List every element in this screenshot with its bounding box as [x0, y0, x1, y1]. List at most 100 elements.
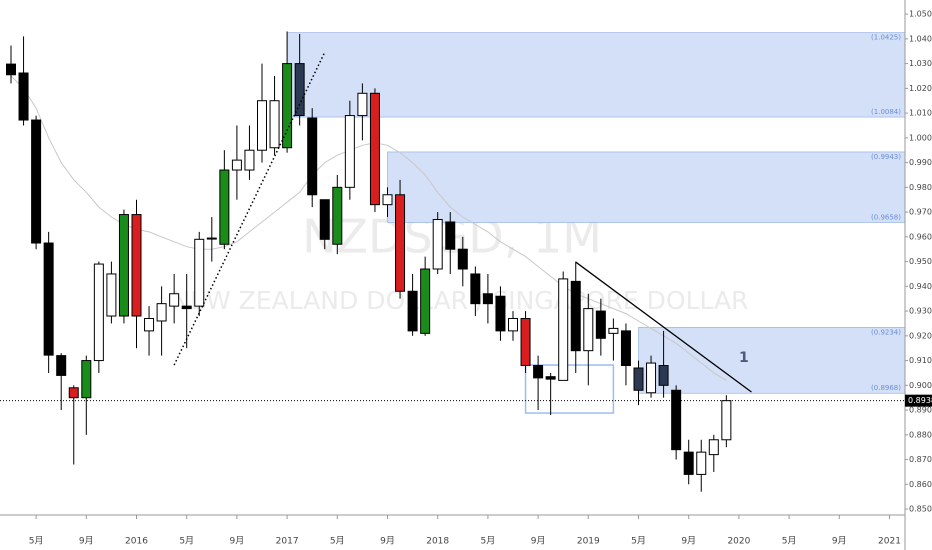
candle-body	[407, 290, 418, 332]
y-tick-label: 0.8500	[909, 505, 932, 514]
candle-body	[608, 327, 619, 334]
candle-body	[194, 238, 205, 307]
box	[524, 364, 615, 414]
x-tick-label: 2021	[878, 537, 901, 547]
moving-average	[10, 75, 727, 381]
candle-body	[671, 389, 682, 451]
candle-body	[31, 119, 42, 244]
candle-body	[595, 310, 606, 339]
candle-body	[432, 219, 443, 270]
candle-body	[118, 214, 129, 317]
y-tick-label: 1.0500	[909, 10, 932, 19]
candle-body	[244, 149, 255, 171]
candle-body	[206, 237, 217, 240]
candle-body	[495, 295, 506, 332]
zone-label: (1.0425)	[871, 34, 901, 42]
zone-label: (0.9234)	[871, 328, 901, 336]
candle-body	[169, 293, 180, 307]
candle-body	[658, 365, 669, 386]
candle-body	[43, 242, 54, 356]
x-tick-label: 9月	[681, 536, 696, 547]
x-tick-label: 2020	[727, 537, 750, 547]
candle-body	[395, 194, 406, 292]
candle-body	[68, 387, 79, 399]
candle-body	[457, 248, 468, 270]
x-tick-label: 5月	[330, 536, 345, 547]
candle-body	[470, 273, 481, 305]
candle-body	[144, 318, 155, 332]
y-tick-label: 1.0200	[909, 84, 932, 93]
zone	[286, 32, 906, 118]
candle-body	[570, 280, 581, 352]
candle-body	[181, 305, 192, 310]
candle-body	[696, 451, 707, 475]
x-tick-label: 5月	[29, 536, 44, 547]
candle-body	[683, 451, 694, 475]
x-tick-label: 9月	[531, 536, 546, 547]
candle-body	[81, 360, 92, 399]
x-tick-label: 9月	[380, 536, 395, 547]
x-tick-label: 2017	[276, 537, 299, 547]
candle-body	[508, 318, 518, 332]
candle-body	[420, 268, 431, 334]
x-tick-label: 5月	[782, 536, 797, 547]
trendline	[575, 261, 752, 393]
annotation: 1	[739, 350, 749, 366]
watermark-subtitle: NEW ZEALAND DOLLAR / SINGAPORE DOLLAR	[172, 286, 749, 315]
zone	[638, 327, 906, 394]
candle-body	[294, 63, 305, 117]
zone-label: (1.0084)	[871, 108, 901, 116]
candle-body	[721, 400, 732, 441]
candle-body	[56, 355, 67, 376]
y-tick-label: 1.0400	[909, 34, 932, 43]
x-tick-label: 9月	[79, 536, 94, 547]
candle-body	[307, 117, 318, 196]
candle-body	[533, 365, 544, 379]
x-tick-label: 2018	[426, 537, 449, 547]
candle-body	[708, 439, 719, 456]
candle-body	[231, 159, 242, 171]
candle-body	[382, 194, 393, 206]
y-tick-label: 1.0100	[909, 109, 932, 118]
candle-body	[620, 330, 631, 367]
candle-body	[269, 100, 280, 149]
zone	[387, 151, 906, 223]
candle-body	[520, 318, 531, 367]
zone-label: (0.9943)	[871, 153, 901, 161]
candle-body	[482, 293, 493, 305]
candle-body	[344, 115, 355, 188]
x-tick-label: 5月	[631, 536, 646, 547]
last-price-box	[905, 394, 932, 407]
candle-body	[319, 199, 330, 240]
candle-body	[633, 367, 644, 391]
zone-label: (0.9658)	[871, 213, 901, 221]
x-tick-label: 9月	[832, 536, 847, 547]
zone-label: (0.8968)	[871, 384, 901, 392]
y-tick-label: 1.0300	[909, 59, 932, 68]
candle-body	[219, 169, 230, 245]
candle-body	[257, 100, 267, 151]
x-tick-label: 5月	[481, 536, 496, 547]
x-tick-label: 2019	[577, 537, 600, 547]
candle-body	[545, 376, 556, 380]
candle-body	[131, 214, 142, 317]
candle-body	[646, 362, 657, 394]
candle-body	[369, 92, 380, 206]
x-tick-label: 9月	[230, 536, 245, 547]
candle-body	[332, 186, 343, 245]
candle-body	[18, 72, 29, 121]
x-tick-label: 2016	[125, 537, 148, 547]
candle-body	[93, 263, 104, 362]
candle-body	[445, 221, 456, 250]
